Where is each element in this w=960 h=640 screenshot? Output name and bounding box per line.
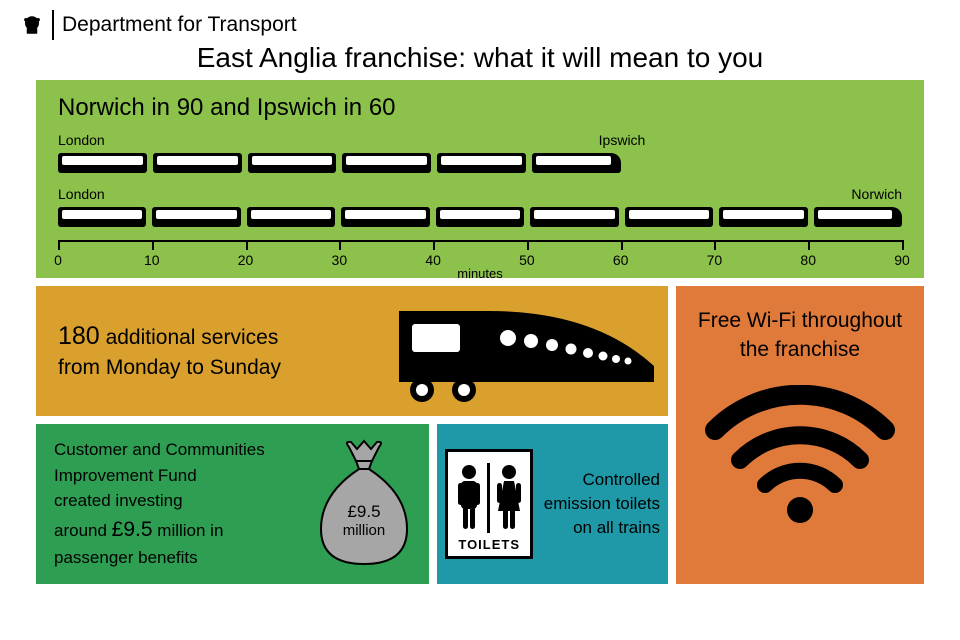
services-text: 180 additional services from Monday to S… xyxy=(58,320,394,382)
train-car xyxy=(152,207,240,227)
train-car xyxy=(532,153,621,173)
axis-title: minutes xyxy=(457,266,503,281)
toilets-sign-icon: TOILETS xyxy=(445,449,533,559)
axis-line xyxy=(58,240,902,242)
axis-tick xyxy=(433,240,435,250)
train-car xyxy=(58,153,147,173)
train-car xyxy=(247,207,335,227)
route-ipswich: London Ipswich xyxy=(58,132,902,176)
axis-tick-label: 30 xyxy=(332,252,348,268)
axis-tick-label: 20 xyxy=(238,252,254,268)
left-column: 180 additional services from Monday to S… xyxy=(36,286,668,584)
axis-tick-label: 40 xyxy=(425,252,441,268)
services-count: 180 xyxy=(58,322,100,350)
axis-tick xyxy=(808,240,810,250)
page-title: East Anglia franchise: what it will mean… xyxy=(0,42,960,74)
train-car xyxy=(153,153,242,173)
logo-divider xyxy=(52,10,54,40)
train-car xyxy=(814,207,902,227)
axis-tick-label: 80 xyxy=(800,252,816,268)
svg-text:£9.5: £9.5 xyxy=(348,502,381,521)
axis-tick xyxy=(527,240,529,250)
male-icon xyxy=(455,463,483,533)
fund-line4-pre: around xyxy=(54,521,107,540)
fund-amount: £9.5 xyxy=(112,518,153,541)
female-icon xyxy=(494,463,524,533)
train-car xyxy=(342,153,431,173)
train-car xyxy=(437,153,526,173)
train-car xyxy=(530,207,618,227)
axis-tick-label: 60 xyxy=(613,252,629,268)
panel-wifi: Free Wi-Fi throughout the franchise xyxy=(676,286,924,584)
axis-tick xyxy=(621,240,623,250)
train-car xyxy=(341,207,429,227)
panel-additional-services: 180 additional services from Monday to S… xyxy=(36,286,668,416)
axis-tick-label: 70 xyxy=(707,252,723,268)
panel-toilets: TOILETS Controlled emission toilets on a… xyxy=(437,424,668,584)
route1-from: London xyxy=(58,132,105,148)
wifi-icon xyxy=(705,385,895,525)
fund-line3: created investing xyxy=(54,491,183,510)
train-car xyxy=(719,207,807,227)
fund-line5: passenger benefits xyxy=(54,548,198,567)
train-car xyxy=(248,153,337,173)
toilets-sign-label: TOILETS xyxy=(458,537,520,552)
train-icon xyxy=(394,296,654,406)
train-car xyxy=(436,207,524,227)
route1-to: Ipswich xyxy=(599,132,646,148)
axis-tick xyxy=(714,240,716,250)
department-name: Department for Transport xyxy=(62,13,297,37)
inner-row: Customer and Communities Improvement Fun… xyxy=(36,424,668,584)
train-norwich-icon xyxy=(58,204,902,230)
panel-improvement-fund: Customer and Communities Improvement Fun… xyxy=(36,424,429,584)
panel-journey-times: Norwich in 90 and Ipswich in 60 London I… xyxy=(36,80,924,278)
train-ipswich-icon xyxy=(58,150,902,176)
bottom-row: 180 additional services from Monday to S… xyxy=(36,286,924,584)
train-car xyxy=(58,207,146,227)
axis-tick-label: 0 xyxy=(54,252,62,268)
header: Department for Transport xyxy=(0,0,960,44)
fund-text: Customer and Communities Improvement Fun… xyxy=(54,437,309,571)
crest-icon xyxy=(18,11,46,39)
axis-tick xyxy=(902,240,904,250)
services-line2: from Monday to Sunday xyxy=(58,356,281,379)
axis-tick xyxy=(58,240,60,250)
train-car xyxy=(625,207,713,227)
content-grid: Norwich in 90 and Ipswich in 60 London I… xyxy=(0,80,960,584)
fund-line1: Customer and Communities xyxy=(54,440,265,459)
services-line1: additional services xyxy=(106,326,279,349)
journey-heading: Norwich in 90 and Ipswich in 60 xyxy=(58,94,902,122)
fund-line2: Improvement Fund xyxy=(54,466,197,485)
wifi-text: Free Wi-Fi throughout the franchise xyxy=(694,306,906,365)
axis-tick xyxy=(152,240,154,250)
route-norwich: London Norwich xyxy=(58,186,902,230)
axis-tick-label: 90 xyxy=(894,252,910,268)
toilets-text: Controlled emission toilets on all train… xyxy=(541,468,660,539)
axis-tick-label: 50 xyxy=(519,252,535,268)
axis-tick-label: 10 xyxy=(144,252,160,268)
minutes-axis: minutes 0102030405060708090 xyxy=(58,240,902,270)
money-bag-icon: £9.5 million xyxy=(309,439,419,569)
department-logo: Department for Transport xyxy=(18,10,297,40)
axis-tick xyxy=(246,240,248,250)
axis-tick xyxy=(339,240,341,250)
svg-text:million: million xyxy=(343,522,386,539)
sign-divider xyxy=(487,463,490,533)
route2-to: Norwich xyxy=(851,186,902,202)
fund-line4-post: million in xyxy=(157,521,223,540)
route2-from: London xyxy=(58,186,105,202)
